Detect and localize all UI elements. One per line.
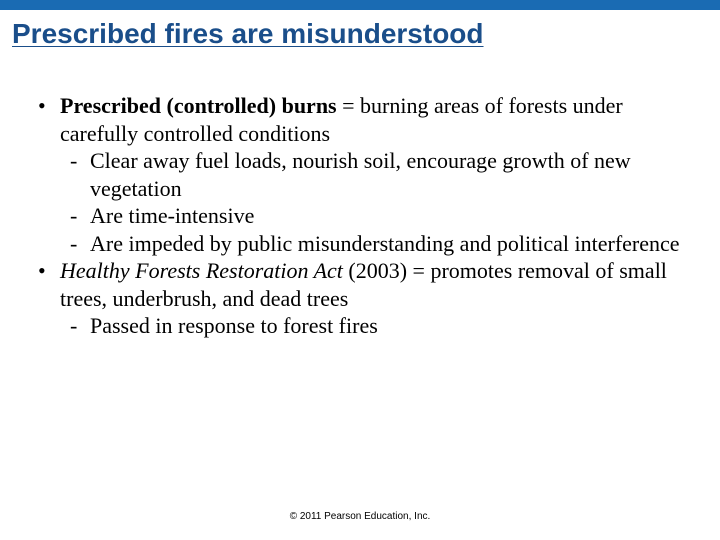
title-block: Prescribed fires are misunderstood (0, 10, 720, 54)
slide-title: Prescribed fires are misunderstood (12, 18, 708, 50)
sub-item: Are impeded by public misunderstanding a… (60, 230, 688, 258)
slide-body: Prescribed (controlled) burns = burning … (0, 54, 720, 340)
accent-bar (0, 0, 720, 10)
sub-item: Passed in response to forest fires (60, 312, 688, 340)
copyright-footer: © 2011 Pearson Education, Inc. (0, 511, 720, 522)
bullet-lead-bold: Prescribed (controlled) burns (60, 93, 337, 118)
bullet-lead-italic: Healthy Forests Restoration Act (60, 258, 343, 283)
list-item: Prescribed (controlled) burns = burning … (32, 92, 688, 257)
sub-item: Clear away fuel loads, nourish soil, enc… (60, 147, 688, 202)
sub-item: Are time-intensive (60, 202, 688, 230)
list-item: Healthy Forests Restoration Act (2003) =… (32, 257, 688, 340)
